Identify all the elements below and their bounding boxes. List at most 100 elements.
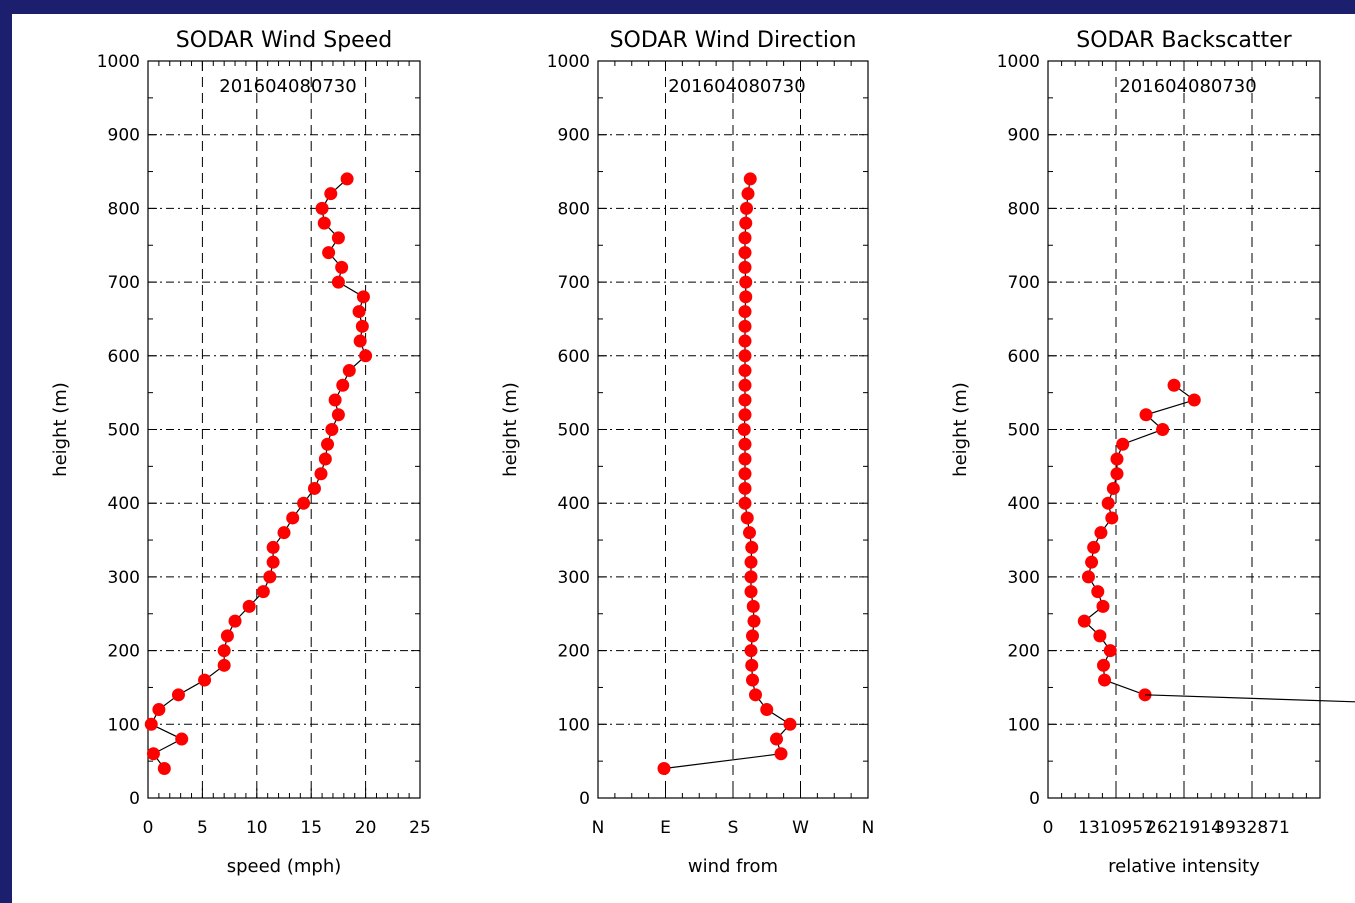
data-point	[738, 467, 752, 481]
data-point	[315, 201, 329, 215]
data-point	[144, 717, 158, 731]
data-point	[297, 496, 311, 510]
data-point	[1096, 599, 1110, 613]
data-point	[335, 260, 349, 274]
data-point	[317, 216, 331, 230]
data-point	[1156, 423, 1170, 436]
data-point	[738, 246, 752, 260]
data-point	[1139, 408, 1153, 422]
data-point	[738, 260, 752, 274]
data-point	[314, 467, 328, 481]
data-point	[1097, 658, 1111, 672]
data-point	[331, 275, 345, 289]
y-tick-label: 900	[1008, 126, 1040, 146]
y-tick-label: 300	[558, 568, 590, 588]
data-point	[342, 364, 356, 378]
data-point	[242, 599, 256, 613]
data-point	[353, 334, 367, 348]
x-tick-label: 5	[197, 818, 208, 838]
data-point	[744, 570, 758, 584]
x-tick-label: 3932871	[1214, 818, 1290, 838]
data-point	[286, 511, 300, 525]
y-tick-label: 700	[558, 273, 590, 293]
series-line	[663, 178, 791, 770]
y-tick-label: 500	[558, 421, 590, 441]
data-point	[747, 614, 761, 628]
y-tick-label: 300	[108, 568, 140, 588]
y-tick-label: 400	[1008, 494, 1040, 514]
data-point	[774, 747, 788, 761]
data-point	[217, 658, 231, 672]
data-point	[1110, 467, 1124, 481]
data-point	[307, 481, 321, 495]
x-tick-label: 20	[355, 818, 377, 838]
data-point	[737, 423, 751, 436]
y-tick-label: 900	[108, 126, 140, 146]
chart-title: SODAR Backscatter	[1076, 28, 1292, 53]
data-point	[738, 305, 752, 319]
data-point	[1110, 452, 1124, 466]
data-point	[738, 231, 752, 245]
data-point	[1187, 393, 1201, 407]
data-point	[175, 732, 189, 746]
y-tick-label: 0	[579, 789, 590, 809]
data-point	[352, 305, 366, 319]
x-axis-label: wind from	[688, 856, 778, 877]
y-tick-label: 600	[558, 347, 590, 367]
x-tick-label: S	[728, 818, 739, 838]
y-tick-label: 500	[108, 421, 140, 441]
data-point	[746, 673, 759, 687]
series-line-extension	[1144, 694, 1355, 703]
y-tick-label: 400	[558, 494, 590, 514]
data-point	[277, 526, 291, 540]
y-tick-label: 700	[108, 273, 140, 293]
data-point	[331, 231, 345, 245]
data-point	[738, 319, 752, 333]
x-tick-label: 10	[246, 818, 268, 838]
data-point	[1101, 496, 1115, 510]
data-point	[220, 629, 234, 643]
y-tick-label: 0	[1029, 789, 1040, 809]
x-tick-label: 0	[1043, 818, 1054, 838]
x-tick-label: 25	[409, 818, 431, 838]
y-tick-label: 800	[558, 199, 590, 219]
data-point	[1105, 511, 1119, 525]
data-point	[770, 732, 783, 746]
x-tick-label: N	[862, 818, 875, 838]
data-point	[266, 555, 280, 569]
data-point	[760, 703, 774, 717]
y-tick-label: 1000	[547, 52, 590, 72]
data-point	[146, 747, 160, 761]
data-point	[331, 408, 345, 422]
data-point	[1077, 614, 1091, 628]
data-point	[228, 614, 242, 628]
data-point	[1167, 378, 1181, 392]
data-point	[738, 496, 752, 510]
data-point	[263, 570, 277, 584]
data-point	[738, 437, 752, 451]
data-point	[745, 540, 759, 554]
data-point	[738, 393, 752, 407]
chart-subtitle: 201604080730	[219, 76, 356, 97]
y-axis-label: height (m)	[950, 382, 971, 477]
data-point	[1094, 526, 1108, 540]
data-point	[157, 762, 171, 776]
data-point	[321, 437, 335, 451]
data-point	[1087, 540, 1101, 554]
data-point	[1091, 585, 1105, 599]
data-point	[266, 540, 280, 554]
data-point	[738, 349, 752, 363]
y-tick-label: 100	[558, 715, 590, 735]
data-point	[324, 187, 338, 201]
x-tick-label: 15	[300, 818, 322, 838]
x-tick-label: 0	[143, 818, 154, 838]
x-tick-label: 2621914	[1146, 818, 1222, 838]
y-tick-label: 0	[129, 789, 140, 809]
y-tick-label: 600	[1008, 347, 1040, 367]
data-point	[740, 511, 754, 525]
data-point	[738, 364, 752, 378]
data-point	[740, 201, 753, 215]
data-point	[746, 599, 760, 613]
data-point	[328, 393, 342, 407]
series-line	[1083, 384, 1196, 696]
